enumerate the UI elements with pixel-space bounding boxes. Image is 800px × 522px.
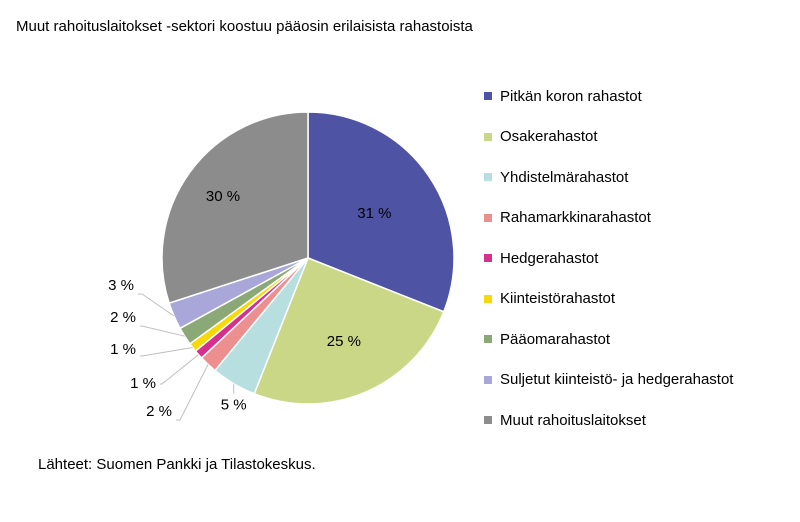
slice-label: 31 % xyxy=(357,205,391,222)
legend-label: Kiinteistörahastot xyxy=(500,290,616,308)
leader-line xyxy=(140,347,193,357)
legend-item: Pitkän koron rahastot xyxy=(484,76,733,117)
legend-swatch xyxy=(484,213,492,222)
legend-item: Rahamarkkinarahastot xyxy=(484,198,733,239)
legend-label: Suljetut kiinteistö- ja hedgerahastot xyxy=(500,371,734,389)
legend-swatch xyxy=(484,416,492,425)
legend-swatch xyxy=(484,92,492,101)
slice-label: 5 % xyxy=(221,397,247,414)
pie-slice xyxy=(161,111,309,305)
legend-swatch xyxy=(484,254,492,263)
slice-label: 2 % xyxy=(146,403,172,420)
pie-slice xyxy=(253,257,445,405)
leader-line xyxy=(140,325,185,337)
leader-line xyxy=(160,354,199,385)
legend: Pitkän koron rahastot Osakerahastot Yhdist… xyxy=(484,76,733,441)
source-note: Lähteet: Suomen Pankki ja Tilastokeskus. xyxy=(38,456,316,473)
slice-label: 3 % xyxy=(108,277,134,294)
chart-title: Muut rahoituslaitokset -sektori koostuu … xyxy=(16,18,473,35)
legend-item: Hedgerahastot xyxy=(484,238,733,279)
slice-label: 25 % xyxy=(327,333,361,350)
legend-label: Pääomarahastot xyxy=(500,330,611,348)
legend-item: Osakerahastot xyxy=(484,117,733,158)
legend-label: Muut rahoituslaitokset xyxy=(500,411,646,429)
legend-label: Hedgerahastot xyxy=(500,249,599,267)
legend-item: Suljetut kiinteistö- ja hedgerahastot xyxy=(484,360,733,401)
legend-item: Kiinteistörahastot xyxy=(484,279,733,320)
leader-line xyxy=(176,364,209,421)
slice-label: 2 % xyxy=(110,309,136,326)
legend-item: Pääomarahastot xyxy=(484,319,733,360)
leader-line xyxy=(138,293,175,317)
pie-slice xyxy=(307,111,455,313)
slice-label: 30 % xyxy=(206,188,240,205)
legend-label: Rahamarkkinarahastot xyxy=(500,209,651,227)
legend-item: Muut rahoituslaitokset xyxy=(484,400,733,441)
slice-label: 1 % xyxy=(130,375,156,392)
legend-swatch xyxy=(484,294,492,303)
legend-swatch xyxy=(484,132,492,141)
legend-item: Yhdistelmärahastot xyxy=(484,157,733,198)
legend-label: Osakerahastot xyxy=(500,128,598,146)
legend-swatch xyxy=(484,375,492,384)
legend-label: Yhdistelmärahastot xyxy=(500,168,629,186)
slice-label: 1 % xyxy=(110,341,136,358)
legend-swatch xyxy=(484,335,492,344)
legend-label: Pitkän koron rahastot xyxy=(500,87,642,105)
legend-swatch xyxy=(484,173,492,182)
